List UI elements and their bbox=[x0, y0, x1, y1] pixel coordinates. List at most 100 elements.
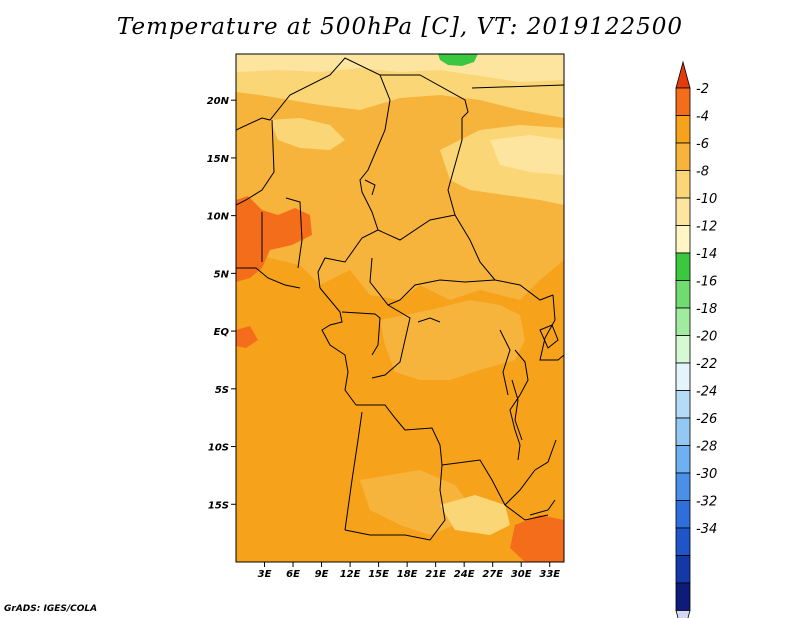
colorbar-top-arrow bbox=[675, 60, 691, 89]
coastline bbox=[529, 499, 556, 516]
colorbar-label: -30 bbox=[696, 467, 717, 482]
warm-region-north bbox=[236, 54, 564, 300]
colorbar-segment bbox=[675, 307, 691, 336]
lon-tick-label: 3E bbox=[258, 569, 272, 580]
colorbar-segment bbox=[675, 500, 691, 529]
colorbar-label: -8 bbox=[696, 165, 709, 180]
colorbar-label: -6 bbox=[696, 137, 709, 152]
border-line bbox=[504, 439, 557, 506]
colorbar-label: -2 bbox=[696, 82, 709, 97]
colorbar-label: -14 bbox=[696, 247, 717, 262]
grads-credit: GrADS: IGES/COLA bbox=[4, 604, 98, 614]
pale-region-east bbox=[490, 135, 564, 175]
lon-tick-label: 6E bbox=[286, 569, 300, 580]
colorbar-label: -32 bbox=[696, 495, 717, 510]
colorbar-segment bbox=[675, 527, 691, 556]
colorbar-segment bbox=[675, 555, 691, 584]
warm-region-angola bbox=[360, 470, 470, 535]
colorbar-segment bbox=[675, 390, 691, 419]
colorbar-segment bbox=[675, 170, 691, 199]
lon-tick-label: 15E bbox=[368, 569, 389, 580]
lon-tick-label: 33E bbox=[539, 569, 560, 580]
colorbar-label: -16 bbox=[696, 275, 717, 290]
colorbar-segment bbox=[675, 472, 691, 501]
lon-tick-label: 24E bbox=[454, 569, 475, 580]
border-line bbox=[236, 57, 391, 131]
colorbar-segment bbox=[675, 417, 691, 446]
hot-region-westafrica bbox=[236, 196, 312, 282]
lat-tick-label: EQ bbox=[214, 327, 230, 338]
border-line bbox=[509, 349, 529, 461]
border-line bbox=[494, 279, 554, 301]
border-line bbox=[341, 311, 381, 356]
colorbar-segment bbox=[675, 362, 691, 391]
hot-spot-coast bbox=[236, 326, 258, 348]
lat-tick-label: 10N bbox=[207, 212, 230, 223]
lon-tick-label: 9E bbox=[315, 569, 329, 580]
colorbar-label: -34 bbox=[696, 522, 717, 537]
green-region bbox=[438, 54, 478, 66]
colorbar-label: -10 bbox=[696, 192, 717, 207]
colorbar-segment bbox=[675, 252, 691, 281]
lon-tick-label: 12E bbox=[340, 569, 361, 580]
colorbar-label: -26 bbox=[696, 412, 717, 427]
border-line bbox=[441, 459, 549, 521]
lon-tick-label: 27E bbox=[482, 569, 503, 580]
lat-tick-label: 5S bbox=[215, 385, 229, 396]
border-line bbox=[356, 404, 443, 466]
colorbar-label: -4 bbox=[696, 110, 709, 125]
colorbar-label: -12 bbox=[696, 220, 717, 235]
hot-region-southeast bbox=[510, 515, 564, 562]
lat-tick-label: 20N bbox=[207, 96, 230, 107]
colorbar-segment bbox=[675, 582, 691, 611]
border-line bbox=[236, 267, 301, 289]
colorbar-label: -22 bbox=[696, 357, 717, 372]
colorbar-segment bbox=[675, 445, 691, 474]
pale-region-north bbox=[236, 54, 564, 82]
colorbar-label: -18 bbox=[696, 302, 717, 317]
lake-outline bbox=[364, 179, 376, 196]
lon-tick-label: 21E bbox=[425, 569, 446, 580]
border-line bbox=[319, 287, 357, 406]
lake-outline bbox=[539, 324, 559, 349]
colorbar-label: -28 bbox=[696, 440, 717, 455]
border-line bbox=[539, 294, 564, 361]
colorbar: -2 -4 -6 -8 -10 -12 -14 -16 -18 -20 -22 -24 -26 -28 -3… bbox=[675, 60, 717, 618]
colorbar-segment bbox=[675, 87, 691, 116]
border-line bbox=[499, 329, 511, 396]
map-frame bbox=[235, 53, 565, 563]
border-line bbox=[369, 257, 496, 306]
border-line bbox=[317, 99, 391, 289]
border-line bbox=[236, 119, 275, 206]
chart-title: Temperature at 500hPa [C], VT: 201912250… bbox=[116, 14, 684, 40]
colorbar-label: -24 bbox=[696, 385, 717, 400]
latitude-axis: 20N 15N 10N 5N EQ 5S 10S 15S bbox=[207, 96, 236, 511]
border-line bbox=[344, 411, 363, 531]
border-line bbox=[380, 74, 469, 119]
colorbar-segment bbox=[675, 115, 691, 144]
lat-tick-label: 5N bbox=[214, 269, 230, 280]
longitude-axis: 3E 6E 9E 12E 15E 18E 21E 24E 27E 30E 33E bbox=[258, 562, 560, 580]
colorbar-segment bbox=[675, 225, 691, 254]
country-borders bbox=[236, 57, 564, 541]
border-line bbox=[371, 304, 411, 379]
colorbar-label: -20 bbox=[696, 330, 717, 345]
colorbar-segment bbox=[675, 142, 691, 171]
lon-tick-label: 30E bbox=[511, 569, 532, 580]
colorbar-segment bbox=[675, 197, 691, 226]
colorbar-bottom-arrow bbox=[675, 610, 691, 618]
lat-tick-label: 15N bbox=[207, 154, 230, 165]
colorbar-segment bbox=[675, 280, 691, 309]
border-line bbox=[447, 118, 496, 281]
lake-outline bbox=[511, 379, 523, 441]
light-region-south bbox=[440, 495, 510, 535]
light-region-chad bbox=[270, 118, 345, 150]
border-line bbox=[344, 464, 446, 541]
border-line bbox=[285, 197, 303, 269]
lake-outline bbox=[417, 317, 441, 323]
lon-tick-label: 18E bbox=[397, 569, 418, 580]
lat-tick-label: 15S bbox=[208, 500, 229, 511]
border-line bbox=[377, 214, 456, 241]
border-line bbox=[471, 84, 564, 89]
